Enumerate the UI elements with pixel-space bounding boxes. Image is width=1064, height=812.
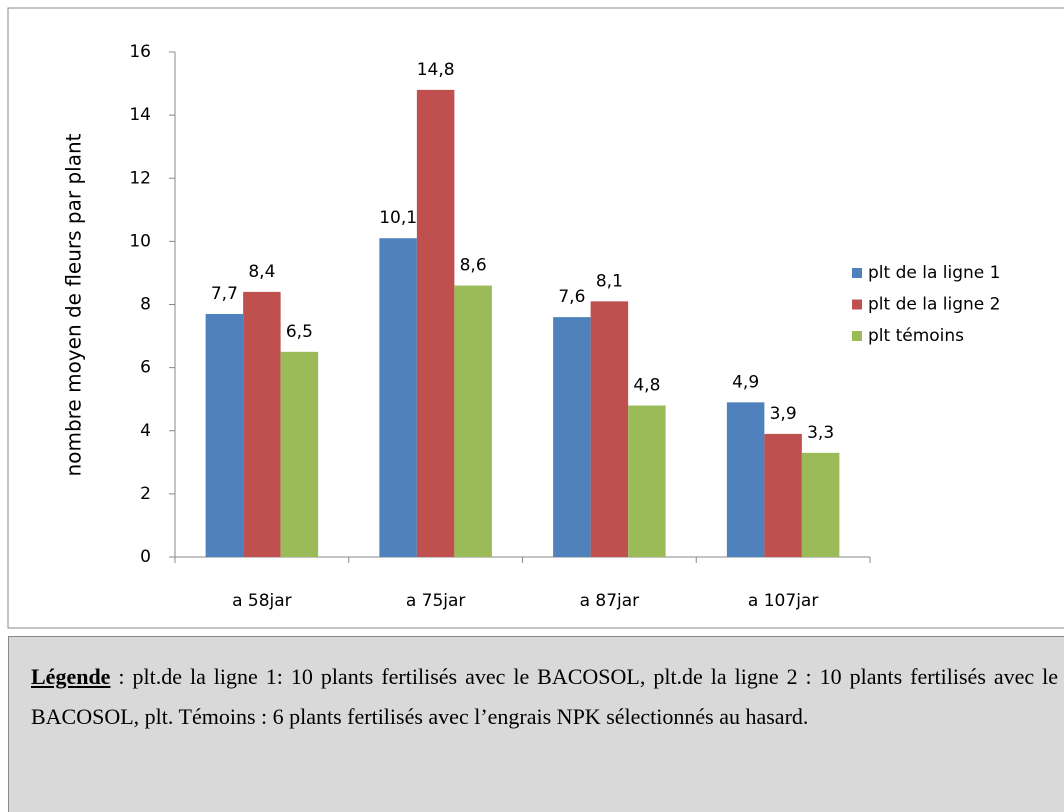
x-tick-label: a 107jar [748,591,818,611]
value-label: 8,1 [596,271,623,291]
y-axis-title: nombre moyen de fleurs par plant [62,133,86,476]
y-tick-label: 6 [140,358,151,378]
y-tick-label: 8 [140,295,151,315]
legend-swatch [852,268,862,278]
chart: nombre moyen de fleurs par plant 0 2 4 6 8 10… [7,7,1064,629]
bar [801,452,840,557]
legend-label: plt de la ligne 2 [868,295,1000,315]
bar [243,291,281,557]
bar [379,238,417,557]
bar [726,402,765,557]
bar [454,285,492,557]
value-label: 7,7 [211,284,238,304]
y-tick-label: 12 [129,168,151,188]
caption: Légende : plt.de la ligne 1: 10 plants f… [8,636,1064,812]
bar [280,351,319,557]
x-tick-label: a 58jar [232,591,292,611]
value-label: 3,3 [807,423,834,443]
caption-label: Légende [31,664,111,689]
legend-swatch [852,331,862,341]
value-label: 14,8 [417,60,455,80]
y-tick-label: 0 [140,547,151,567]
legend-swatch [852,299,862,310]
y-tick-label: 4 [140,421,151,441]
bar [205,313,244,557]
x-tick-label: a 75jar [406,591,466,611]
y-tick-label: 10 [129,231,151,251]
x-tick-label: a 87jar [580,591,640,611]
value-label: 4,8 [633,376,660,396]
value-label: 10,1 [379,208,417,228]
legend-label: plt témoins [868,326,964,346]
bar [553,317,591,557]
bar [416,89,455,557]
value-label: 8,4 [248,262,275,282]
y-tick-label: 14 [129,105,151,125]
value-label: 3,9 [770,404,797,424]
bar [764,433,802,557]
y-tick-label: 16 [129,42,151,62]
chart-frame [7,7,1064,629]
value-label: 6,5 [286,322,313,342]
value-label: 4,9 [732,372,759,392]
caption-text: : plt.de la ligne 1: 10 plants fertilisé… [31,664,1058,729]
bar [590,301,629,557]
value-label: 8,6 [460,256,487,276]
value-label: 7,6 [558,287,585,307]
y-tick-label: 2 [140,484,151,504]
bar [628,405,666,557]
legend-label: plt de la ligne 1 [868,263,1000,283]
